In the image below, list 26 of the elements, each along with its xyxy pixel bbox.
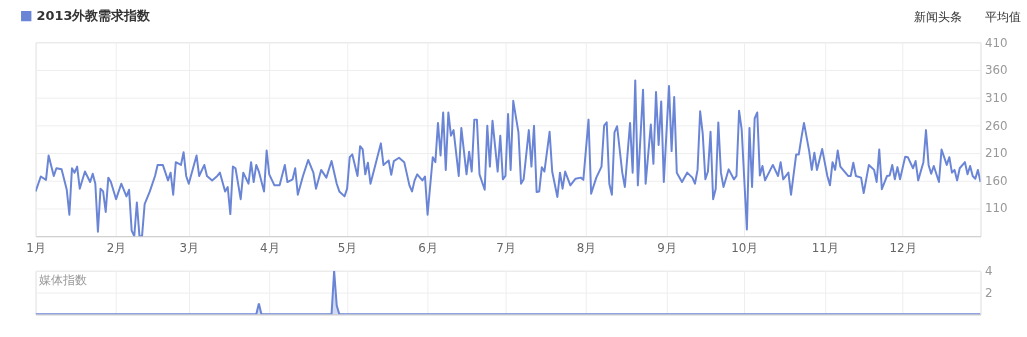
- legend-label: 2013外教需求指数: [36, 8, 152, 23]
- y-tick-label: 210: [984, 146, 1008, 161]
- chart-title: 媒体指数: [38, 272, 87, 287]
- x-tick-label: 9月: [657, 240, 677, 255]
- x-tick-label: 1月: [26, 240, 46, 255]
- y-tick-label: 310: [984, 90, 1008, 105]
- text: 平均值: [985, 10, 1022, 25]
- x-tick-label: 10月: [731, 240, 759, 255]
- y-tick-label: 160: [984, 173, 1008, 188]
- text: 新闻头条: [914, 10, 963, 25]
- y-tick-label: 260: [984, 118, 1008, 133]
- y-tick-label: 2: [984, 286, 993, 301]
- x-tick-label: 4月: [259, 240, 280, 255]
- y-tick-label: 110: [984, 201, 1008, 216]
- x-tick-label: 6月: [418, 240, 438, 255]
- line-series: [35, 79, 981, 237]
- x-tick-label: 5月: [337, 240, 358, 255]
- x-tick-label: 8月: [576, 240, 597, 255]
- x-tick-label: 12月: [889, 240, 917, 255]
- y-tick-label: 360: [984, 63, 1008, 78]
- x-tick-label: 7月: [496, 240, 516, 255]
- x-tick-label: 2月: [106, 240, 127, 255]
- x-tick-label: 11月: [811, 240, 839, 255]
- y-tick-label: 410: [984, 35, 1008, 50]
- y-tick-label: 4: [984, 264, 993, 279]
- x-tick-label: 3月: [179, 240, 200, 255]
